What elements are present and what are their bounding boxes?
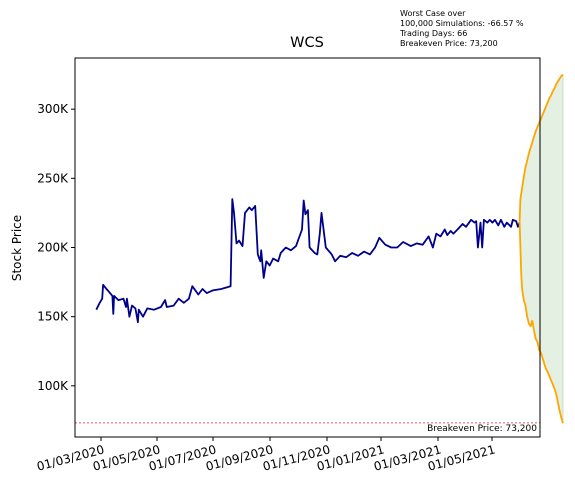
chart-title: WCS (290, 35, 324, 51)
annotation-line: Breakeven Price: 73,200 (400, 39, 498, 48)
y-tick-label: 250K (37, 171, 69, 185)
y-axis: 100K 150K 200K 250K 300K (37, 102, 75, 393)
y-axis-label: Stock Price (10, 215, 24, 281)
series-line-upper-bound (518, 73, 564, 222)
series-line-historical (95, 198, 521, 324)
y-tick-label: 200K (37, 241, 69, 255)
annotation-line: Worst Case over (400, 9, 466, 18)
breakeven-label: Breakeven Price: 73,200 (427, 424, 537, 434)
y-tick-label: 100K (37, 379, 69, 393)
simulation-band (519, 74, 563, 424)
simulation-annotation: Worst Case over 100,000 Simulations: -66… (400, 9, 524, 49)
y-tick-label: 150K (37, 310, 69, 324)
simulation-band-layer (519, 74, 564, 424)
annotation-line: Trading Days: 66 (400, 29, 468, 38)
y-tick-label: 300K (37, 102, 69, 116)
annotation-line: 100,000 Simulations: -66.57 % (400, 19, 524, 28)
